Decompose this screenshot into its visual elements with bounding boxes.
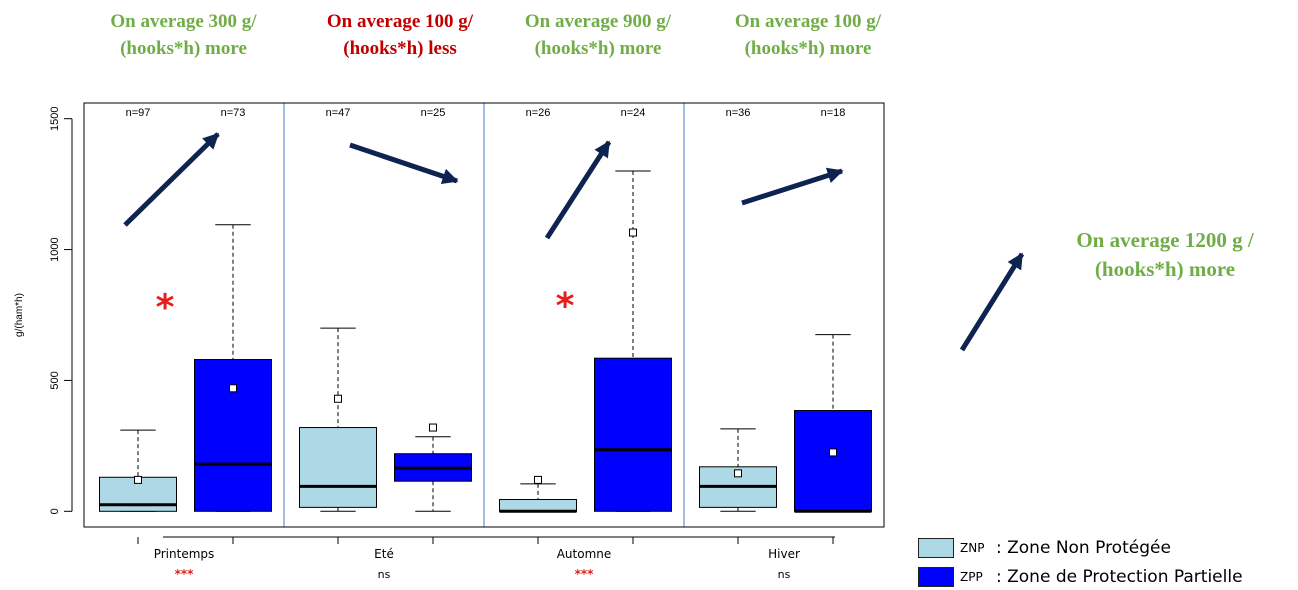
- annotation-ete: On average 100 g/ (hooks*h) less: [326, 11, 474, 59]
- legend-item-znp: ZNP : Zone Non Protégée: [918, 535, 1298, 561]
- trend-arrow: [741, 167, 844, 206]
- mean-marker: [629, 228, 637, 237]
- trend-arrow: [959, 252, 1025, 352]
- trend-arrow: [349, 142, 459, 184]
- legend-code-zpp: ZPP: [960, 570, 983, 584]
- y-tick-label: 1500: [49, 106, 61, 130]
- significance-label: ***: [175, 567, 195, 581]
- mean-marker: [134, 475, 142, 484]
- significance-label: ***: [575, 567, 595, 581]
- y-tick-label: 1000: [49, 237, 61, 261]
- significance-label: ns: [778, 568, 791, 581]
- mean-marker: [429, 423, 437, 432]
- group-label: Hiver: [768, 547, 800, 561]
- y-tick-label: 0: [49, 508, 61, 514]
- box-zpp: [794, 410, 872, 512]
- n-label: n=97: [126, 107, 151, 119]
- n-label: n=36: [726, 107, 751, 119]
- group-label: Printemps: [154, 547, 215, 561]
- mean-marker: [334, 394, 342, 403]
- annotation-automne: On average 900 g/ (hooks*h) more: [524, 11, 672, 59]
- trend-arrow: [544, 140, 612, 240]
- n-label: n=73: [221, 107, 246, 119]
- mean-marker: [829, 448, 837, 457]
- significance-label: ns: [378, 568, 391, 581]
- legend-swatch-znp: [918, 538, 954, 558]
- significance-asterisk: *: [556, 286, 575, 327]
- y-axis-label: g/(ham*h): [14, 293, 25, 337]
- annotation-hiver: On average 100 g/ (hooks*h) more: [734, 11, 882, 59]
- mean-marker: [229, 384, 237, 393]
- legend-label-zpp: : Zone de Protection Partielle: [996, 567, 1243, 587]
- box-zpp: [194, 358, 272, 512]
- mean-marker: [534, 475, 542, 484]
- box-zpp: [594, 357, 672, 512]
- significance-asterisk: *: [156, 287, 175, 328]
- box-znp: [299, 427, 377, 508]
- y-tick-label: 500: [49, 371, 61, 389]
- plot-frame: [83, 102, 885, 528]
- trend-arrow: [123, 132, 220, 227]
- legend-item-zpp: ZPP : Zone de Protection Partielle: [918, 564, 1298, 590]
- group-label: Automne: [557, 547, 612, 561]
- n-label: n=47: [326, 107, 351, 119]
- mean-marker: [734, 469, 742, 478]
- legend-code-znp: ZNP: [960, 541, 985, 555]
- n-label: n=25: [421, 107, 446, 119]
- legend-swatch-zpp: [918, 567, 954, 587]
- n-label: n=18: [821, 107, 846, 119]
- n-label: n=24: [621, 107, 646, 119]
- group-label: Eté: [374, 547, 394, 561]
- n-label: n=26: [526, 107, 551, 119]
- box-znp: [499, 499, 577, 512]
- legend-label-znp: : Zone Non Protégée: [996, 538, 1171, 558]
- annotation-overall: On average 1200 g / (hooks*h) more: [1076, 228, 1254, 281]
- annotation-printemps: On average 300 g/ (hooks*h) more: [110, 11, 257, 59]
